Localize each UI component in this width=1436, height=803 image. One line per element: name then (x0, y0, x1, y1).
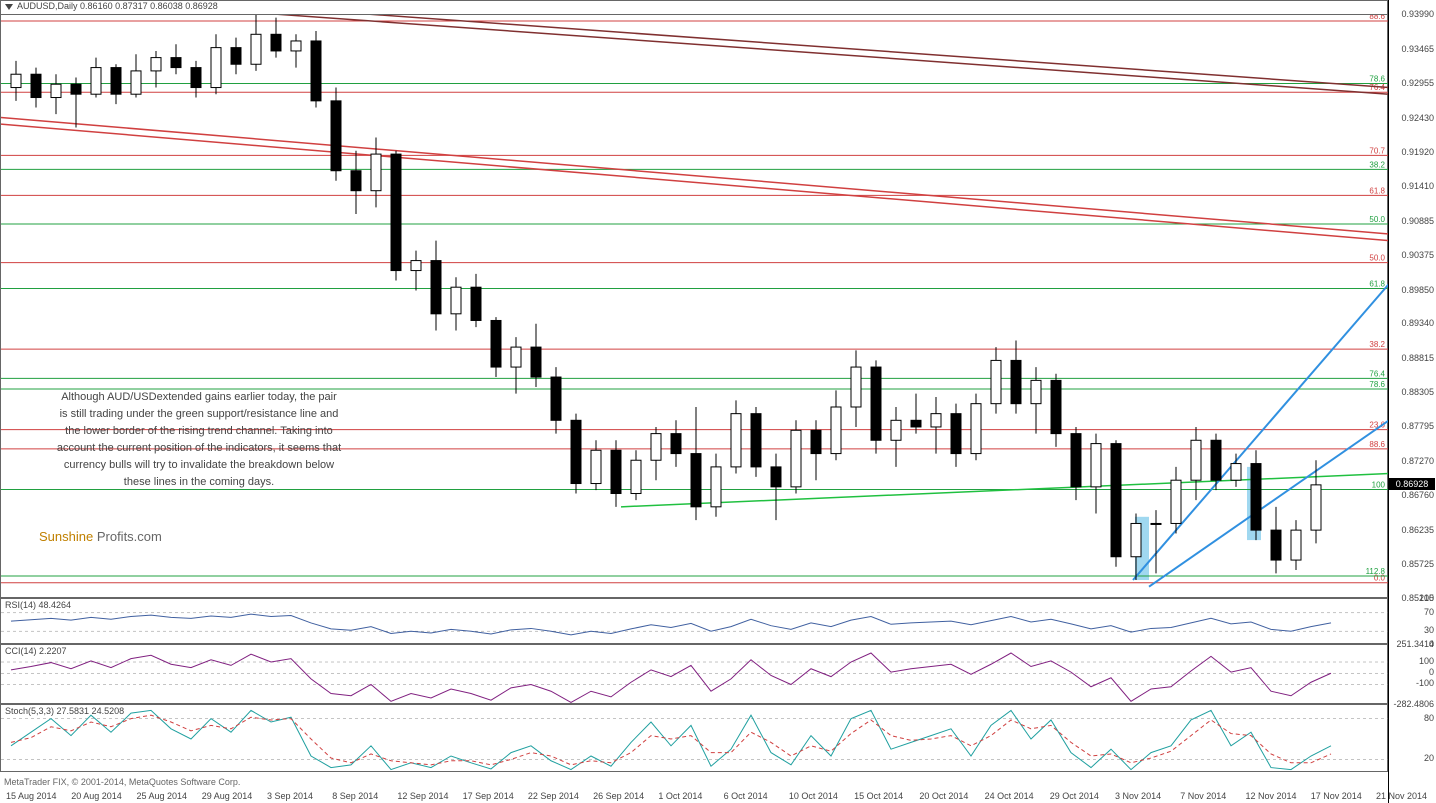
ohlc-h: 0.87317 (115, 1, 148, 11)
price-svg: 61.850.038.223.60.088.670.776.488.678.63… (1, 15, 1389, 599)
svg-text:50.0: 50.0 (1369, 215, 1385, 224)
x-axis: 15 Aug 201420 Aug 201425 Aug 201429 Aug … (0, 787, 1388, 803)
ohlc-c: 0.86928 (185, 1, 218, 11)
watermark: Sunshine Profits.com (39, 529, 162, 544)
price-chart[interactable]: 61.850.038.223.60.088.670.776.488.678.63… (0, 14, 1388, 598)
svg-text:38.2: 38.2 (1369, 340, 1385, 349)
rsi-label: RSI(14) 48.4264 (5, 600, 71, 610)
svg-text:61.8: 61.8 (1369, 280, 1385, 289)
svg-text:61.8: 61.8 (1369, 186, 1385, 195)
svg-text:88.6: 88.6 (1369, 15, 1385, 21)
svg-text:50.0: 50.0 (1369, 254, 1385, 263)
svg-text:112.8: 112.8 (1366, 567, 1386, 576)
ohlc-o: 0.86160 (80, 1, 113, 11)
current-price-tag: 0.86928 (1389, 478, 1435, 490)
chart-title: AUDUSD,Daily 0.86160 0.87317 0.86038 0.8… (0, 0, 1388, 14)
svg-text:70.7: 70.7 (1369, 146, 1385, 155)
stoch-label: Stoch(5,3,3) 27.5831 24.5208 (5, 706, 124, 716)
svg-text:76.4: 76.4 (1369, 369, 1385, 378)
rsi-panel[interactable]: RSI(14) 48.4264 (0, 598, 1388, 644)
svg-text:38.2: 38.2 (1369, 160, 1385, 169)
svg-text:78.6: 78.6 (1369, 380, 1385, 389)
copyright: MetaTrader FIX, © 2001-2014, MetaQuotes … (4, 777, 240, 787)
cci-panel[interactable]: CCI(14) 2.2207 (0, 644, 1388, 704)
ohlc-l: 0.86038 (150, 1, 183, 11)
rsi-svg (1, 599, 1389, 645)
svg-text:78.6: 78.6 (1369, 75, 1385, 84)
watermark-2: Profits.com (97, 529, 162, 544)
cci-label: CCI(14) 2.2207 (5, 646, 67, 656)
y-axis: 0.939900.934650.929550.924300.919200.914… (1388, 0, 1436, 803)
stoch-panel[interactable]: Stoch(5,3,3) 27.5831 24.5208 (0, 704, 1388, 772)
stoch-svg (1, 705, 1389, 773)
watermark-1: Sunshine (39, 529, 93, 544)
commentary-text: Although AUD/USDextended gains earlier t… (29, 389, 369, 491)
cci-svg (1, 645, 1389, 705)
dropdown-icon (5, 4, 13, 10)
symbol-label: AUDUSD,Daily (17, 1, 78, 11)
svg-text:100: 100 (1372, 481, 1386, 490)
svg-text:88.6: 88.6 (1369, 440, 1385, 449)
